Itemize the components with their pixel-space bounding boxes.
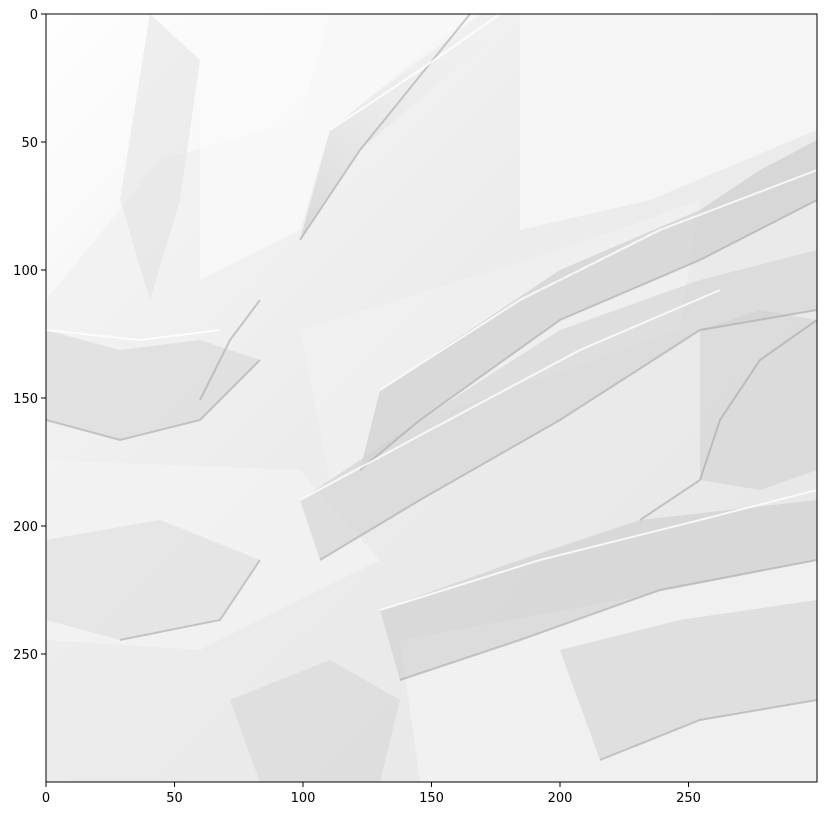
x-axis: 0 50 100 150 200 250 (42, 782, 701, 806)
x-tick-label: 0 (42, 791, 50, 806)
y-tick-label: 50 (21, 136, 38, 151)
x-tick-label: 50 (166, 791, 183, 806)
y-tick-label: 100 (13, 264, 38, 279)
x-tick-label: 200 (548, 791, 573, 806)
y-tick-label: 0 (30, 8, 38, 23)
y-tick-label: 250 (13, 648, 38, 663)
x-tick-label: 250 (676, 791, 701, 806)
y-axis: 0 50 100 150 200 250 (13, 8, 46, 663)
paper-image (46, 14, 817, 782)
y-tick-label: 200 (13, 520, 38, 535)
x-tick-label: 100 (291, 791, 316, 806)
x-tick-label: 150 (419, 791, 444, 806)
y-tick-label: 150 (13, 392, 38, 407)
